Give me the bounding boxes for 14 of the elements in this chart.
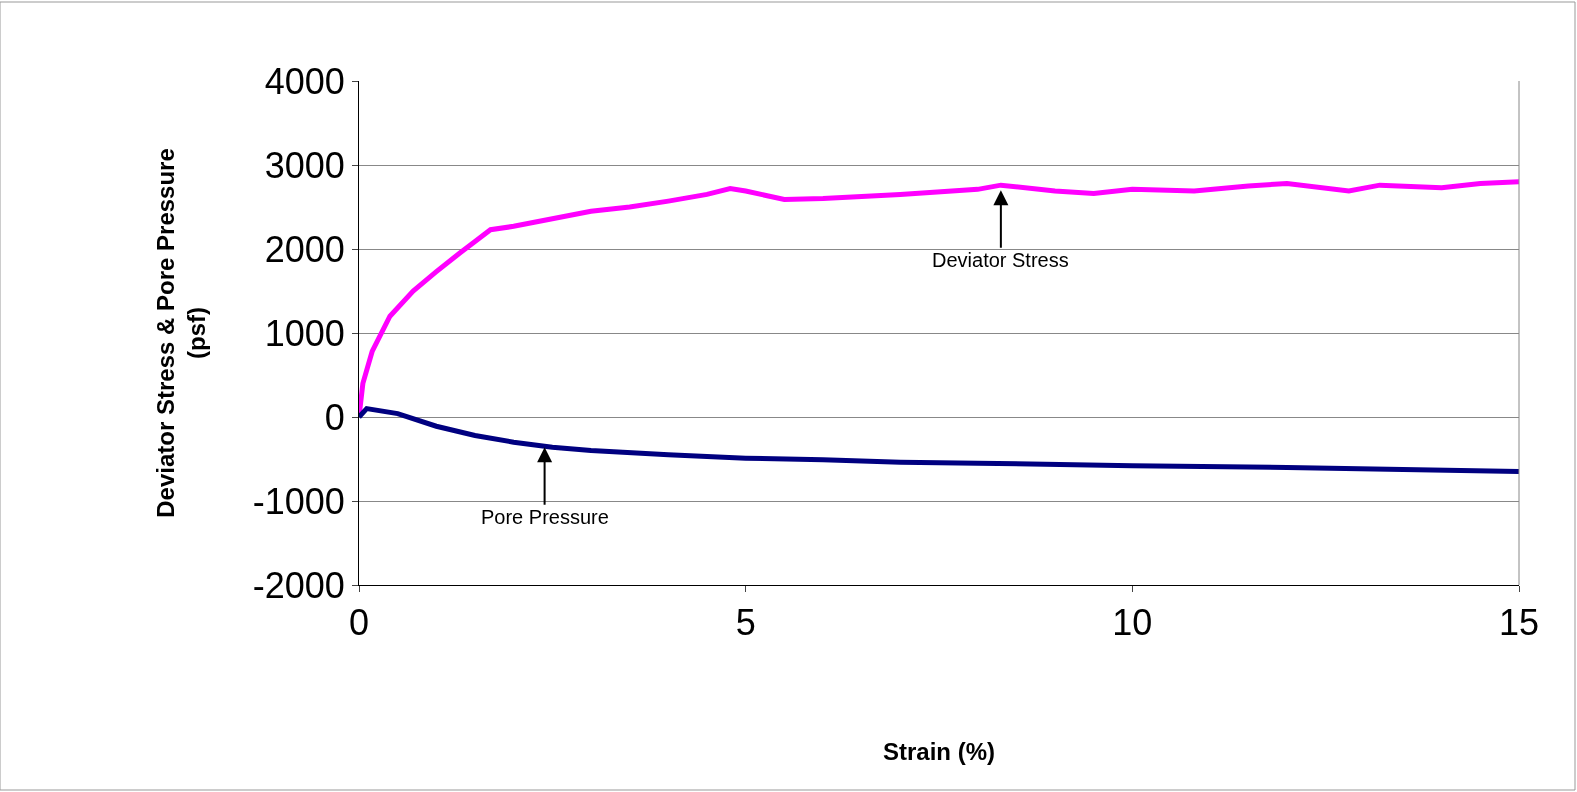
y-tick-label: -2000 [252,564,345,606]
y-tick-label: 2000 [264,228,345,270]
y-tick-label: 1000 [264,312,345,354]
y-tick-label: 3000 [264,144,345,186]
y-tick-label: 0 [324,396,345,438]
annotation: Pore Pressure [481,506,609,528]
x-tick-label: 15 [1498,602,1540,644]
x-tick-label: 5 [735,602,756,644]
y-tick-label: 4000 [264,60,345,102]
annotation: Deviator Stress [932,249,1069,271]
x-tick-label: 10 [1112,602,1153,644]
y-tick-label: -1000 [252,480,345,522]
x-axis-title: Strain (%) [882,737,996,765]
y-axis-title: Deviator Stress & Pore Pressure (psf) [151,148,210,518]
